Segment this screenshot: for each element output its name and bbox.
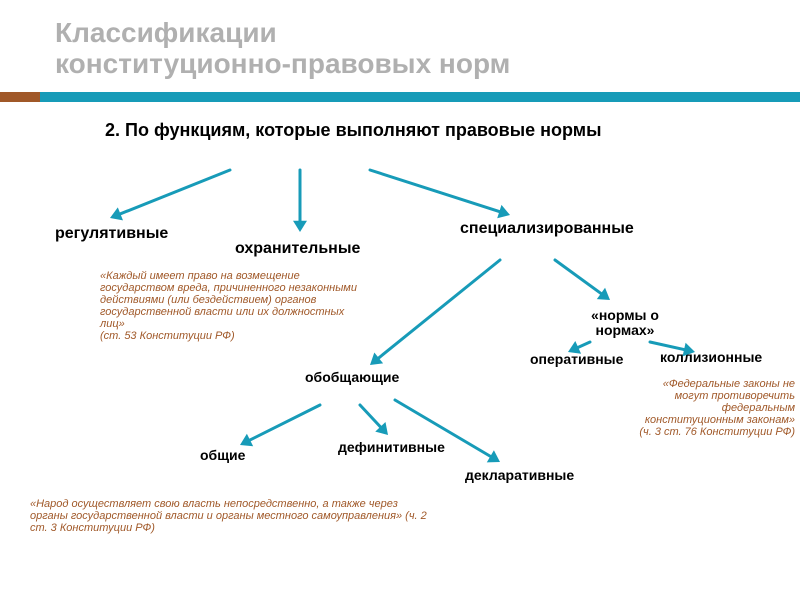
node-generalizing: обобщающие <box>305 370 425 385</box>
accent-line <box>40 92 800 102</box>
note-right: «Федеральные законы не могут противоречи… <box>635 378 795 438</box>
node-declarative: декларативные <box>465 468 615 483</box>
title-line2: конституционно-правовых норм <box>55 48 510 79</box>
note-left: «Каждый имеет право на возмещение госуда… <box>100 270 360 343</box>
node-specialized: специализированные <box>460 220 660 238</box>
node-collision: коллизионные <box>660 350 790 365</box>
node-general: общие <box>200 448 270 463</box>
accent-bar <box>0 92 800 102</box>
node-protective: охранительные <box>235 240 385 258</box>
subtitle: 2. По функциям, которые выполняют правов… <box>105 120 665 141</box>
note-bottom: «Народ осуществляет свою власть непосред… <box>30 498 430 534</box>
accent-square <box>0 92 40 102</box>
slide-title: Классификации конституционно-правовых но… <box>55 18 510 80</box>
title-line1: Классификации <box>55 17 277 48</box>
node-norms-about: «нормы о нормах» <box>565 308 685 339</box>
node-definitive: дефинитивные <box>338 440 478 455</box>
node-operative: оперативные <box>530 352 650 367</box>
node-regulative: регулятивные <box>55 225 185 243</box>
